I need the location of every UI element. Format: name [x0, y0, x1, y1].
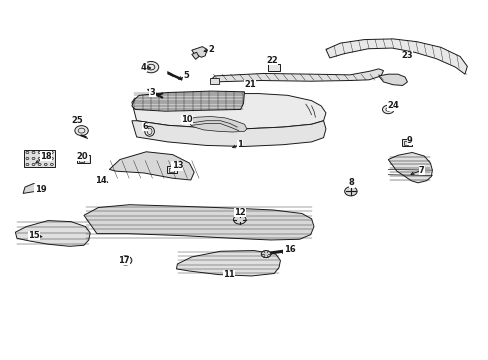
- Text: 23: 23: [401, 51, 412, 60]
- Circle shape: [75, 126, 88, 136]
- Text: 21: 21: [244, 80, 256, 89]
- Circle shape: [261, 251, 270, 258]
- Text: 1: 1: [236, 140, 242, 149]
- Polygon shape: [325, 39, 467, 74]
- Text: 22: 22: [266, 55, 278, 64]
- Bar: [24, 150, 55, 167]
- Text: 24: 24: [386, 102, 398, 111]
- Polygon shape: [132, 94, 325, 129]
- Text: 19: 19: [35, 185, 46, 194]
- Text: 5: 5: [183, 71, 188, 80]
- Bar: [270, 60, 277, 64]
- Polygon shape: [191, 52, 199, 59]
- Text: 18: 18: [40, 152, 52, 161]
- Text: 14: 14: [95, 176, 106, 185]
- Text: 13: 13: [171, 161, 183, 170]
- Text: 16: 16: [283, 246, 295, 255]
- Text: 15: 15: [28, 231, 40, 240]
- Circle shape: [382, 105, 393, 114]
- Text: 2: 2: [207, 45, 213, 54]
- Polygon shape: [210, 69, 383, 82]
- Polygon shape: [109, 152, 194, 180]
- Circle shape: [143, 62, 159, 73]
- Polygon shape: [84, 205, 313, 240]
- Text: 17: 17: [118, 256, 129, 265]
- Text: 20: 20: [77, 152, 88, 161]
- Bar: [79, 157, 84, 162]
- Bar: [403, 141, 407, 145]
- Ellipse shape: [144, 126, 154, 136]
- Text: 4: 4: [141, 63, 146, 72]
- Bar: [166, 166, 177, 173]
- Text: 11: 11: [223, 270, 235, 279]
- Text: 6: 6: [142, 122, 148, 131]
- Text: 3: 3: [149, 88, 155, 97]
- Bar: [77, 155, 90, 163]
- Polygon shape: [387, 153, 431, 183]
- Polygon shape: [16, 221, 90, 246]
- Polygon shape: [132, 121, 325, 147]
- Text: 8: 8: [348, 178, 354, 187]
- Circle shape: [119, 256, 132, 265]
- Text: 25: 25: [72, 116, 83, 125]
- Bar: [168, 168, 173, 171]
- Text: 9: 9: [406, 136, 412, 145]
- Circle shape: [344, 187, 356, 196]
- Bar: [401, 139, 411, 146]
- Polygon shape: [23, 184, 39, 193]
- Text: 12: 12: [233, 208, 245, 217]
- Polygon shape: [176, 251, 280, 276]
- Circle shape: [233, 215, 245, 224]
- Bar: [209, 78, 218, 84]
- Text: 7: 7: [418, 166, 424, 175]
- Polygon shape: [132, 91, 244, 111]
- Bar: [267, 64, 280, 71]
- Polygon shape: [378, 74, 407, 85]
- Polygon shape: [191, 47, 207, 57]
- Polygon shape: [186, 117, 246, 132]
- Text: 10: 10: [181, 115, 192, 124]
